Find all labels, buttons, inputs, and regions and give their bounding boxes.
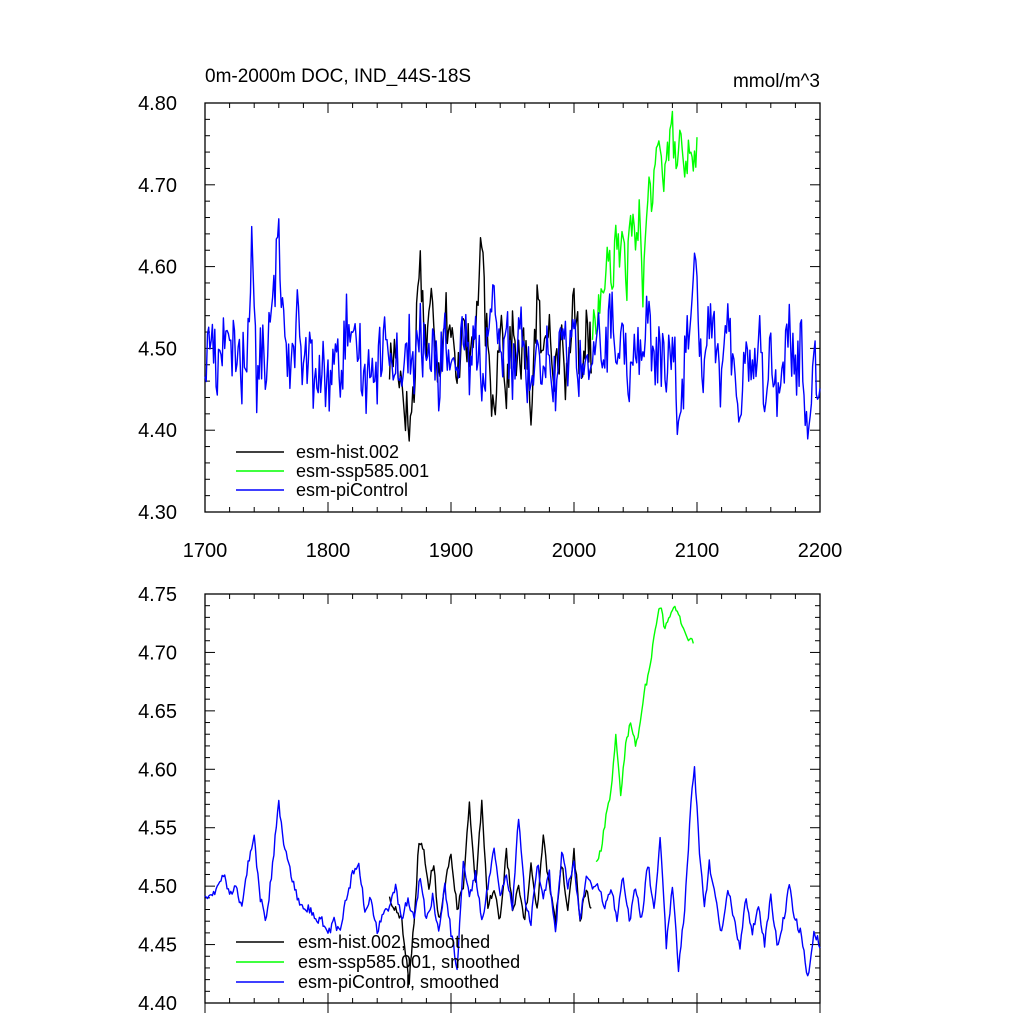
top-x-tick-label: 2000 [552, 540, 597, 562]
bottom-y-tick-label: 4.50 [138, 876, 177, 898]
top-x-tick-label: 1800 [306, 540, 351, 562]
top-x-tick-label: 1900 [429, 540, 474, 562]
bottom-y-tick-label: 4.75 [138, 584, 177, 606]
bottom-y-tick-label: 4.40 [138, 993, 177, 1015]
top-y-tick-label: 4.70 [138, 175, 177, 197]
bottom-legend: esm-hist.002, smoothed esm-ssp585.001, s… [236, 932, 520, 992]
bottom-y-tick-label: 4.65 [138, 701, 177, 723]
top-panel-title: 0m-2000m DOC, IND_44S-18S [205, 66, 471, 87]
top-y-tick-label: 4.80 [138, 93, 177, 115]
top-y-tick-label: 4.30 [138, 502, 177, 524]
top-legend: esm-hist.002 esm-ssp585.001 esm-piContro… [236, 442, 429, 500]
top-y-tick-label: 4.50 [138, 338, 177, 360]
bottom-plot-frame [204, 593, 821, 1004]
top-x-tick-label: 2100 [675, 540, 720, 562]
top-series-esm-ssp585-001 [591, 110, 698, 340]
bottom-panel: 4.40 4.45 4.50 4.55 4.60 4.65 4.70 4.75 [138, 584, 821, 1015]
top-y-tick-label: 4.60 [138, 257, 177, 279]
top-x-tick-label: 2200 [798, 540, 843, 562]
top-panel: 1700 1800 1900 2000 2100 2200 4.30 4.40 4.50 4.60… [138, 93, 842, 562]
top-y-tick-label: 4.40 [138, 420, 177, 442]
bottom-y-tick-label: 4.70 [138, 642, 177, 664]
legend-label-hist: esm-hist.002 [296, 442, 399, 462]
bottom-y-tick-label: 4.55 [138, 818, 177, 840]
legend-label-picontrol-smoothed: esm-piControl, smoothed [298, 972, 499, 992]
bottom-series-esm-ssp585-001-smoothed [595, 605, 694, 863]
top-x-tick-label: 1700 [183, 540, 228, 562]
bottom-series-esm-picontrol-smoothed [204, 766, 821, 977]
bottom-y-tick-label: 4.60 [138, 759, 177, 781]
legend-label-ssp585-smoothed: esm-ssp585.001, smoothed [298, 952, 520, 972]
legend-label-picontrol: esm-piControl [296, 480, 408, 500]
legend-label-hist-smoothed: esm-hist.002, smoothed [298, 932, 490, 952]
legend-label-ssp585: esm-ssp585.001 [296, 461, 429, 481]
top-plot-frame [204, 102, 821, 513]
bottom-y-tick-label: 4.45 [138, 935, 177, 957]
top-panel-units: mmol/m^3 [733, 71, 820, 92]
top-series-esm-picontrol [204, 218, 821, 440]
